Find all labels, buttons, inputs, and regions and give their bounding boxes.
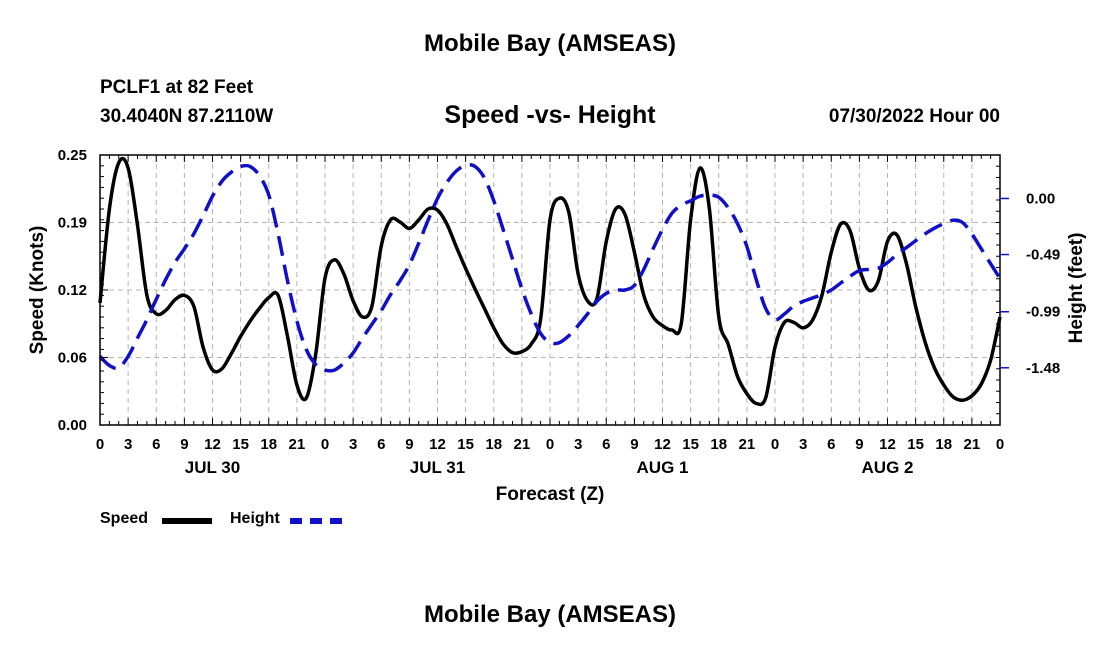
x-tick-label: 18 [485, 436, 502, 453]
y-tick-label-left: 0.19 [58, 215, 87, 232]
x-tick-label: 15 [457, 436, 474, 453]
date-label: JUL 30 [185, 458, 240, 477]
legend-height-swatch [290, 518, 342, 524]
axes [99, 154, 1009, 426]
station-label: PCLF1 at 82 Feet [100, 77, 254, 98]
x-axis-title: Forecast (Z) [496, 484, 605, 505]
y-tick-label-right: -0.49 [1026, 247, 1060, 264]
x-tick-label: 21 [514, 436, 531, 453]
x-tick-label: 0 [546, 436, 554, 453]
y-axis-title-left: Speed (Knots) [27, 226, 48, 355]
x-tick-label: 12 [429, 436, 446, 453]
x-tick-label: 12 [879, 436, 896, 453]
x-tick-label: 9 [630, 436, 638, 453]
grid-lines [100, 155, 1000, 425]
y-tick-label-left: 0.06 [58, 350, 87, 367]
y-tick-label-right: -0.99 [1026, 304, 1060, 321]
y-tick-label-left: 0.25 [58, 147, 87, 164]
x-tick-label: 6 [152, 436, 160, 453]
x-tick-label: 0 [771, 436, 779, 453]
date-label: JUL 31 [410, 458, 465, 477]
y-tick-label-right: -1.48 [1026, 360, 1060, 377]
x-tick-label: 18 [935, 436, 952, 453]
series-line-speed [98, 156, 1002, 407]
axis-labels: Forecast (Z) Speed (Knots) Height (feet)… [27, 147, 1087, 505]
y-tick-label-left: 0.00 [58, 417, 87, 434]
x-tick-label: 6 [602, 436, 610, 453]
x-tick-label: 21 [739, 436, 756, 453]
x-tick-label: 15 [232, 436, 249, 453]
x-tick-label: 6 [827, 436, 835, 453]
legend-speed-label: Speed [100, 510, 149, 527]
run-time-label: 07/30/2022 Hour 00 [828, 106, 1000, 127]
x-tick-label: 0 [996, 436, 1004, 453]
coordinates-label: 30.4040N 87.2110W [100, 106, 274, 127]
legend-speed-swatch [162, 518, 212, 524]
y-tick-label-right: 0.00 [1026, 190, 1055, 207]
x-tick-label: 9 [405, 436, 413, 453]
y-axis-title-right: Height (feet) [1066, 233, 1087, 344]
x-tick-label: 9 [180, 436, 188, 453]
x-tick-label: 15 [682, 436, 699, 453]
x-tick-label: 3 [124, 436, 132, 453]
x-tick-label: 6 [377, 436, 385, 453]
series-line-height [98, 162, 1002, 373]
x-tick-label: 18 [260, 436, 277, 453]
series-lines [98, 156, 1002, 407]
date-label: AUG 1 [637, 458, 689, 477]
x-tick-label: 15 [907, 436, 924, 453]
date-label: AUG 2 [862, 458, 914, 477]
x-tick-label: 3 [799, 436, 807, 453]
x-tick-label: 9 [855, 436, 863, 453]
x-tick-label: 21 [964, 436, 981, 453]
bottom-title: Mobile Bay (AMSEAS) [423, 601, 677, 628]
x-tick-label: 18 [710, 436, 727, 453]
y-tick-label-left: 0.12 [58, 282, 87, 299]
legend-height-label: Height [230, 510, 280, 527]
x-tick-label: 3 [574, 436, 582, 453]
x-tick-label: 12 [204, 436, 221, 453]
chart-title: Mobile Bay (AMSEAS) [423, 30, 677, 57]
x-tick-label: 21 [289, 436, 306, 453]
x-tick-label: 12 [654, 436, 671, 453]
x-tick-label: 3 [349, 436, 357, 453]
x-tick-label: 0 [96, 436, 104, 453]
x-tick-label: 0 [321, 436, 329, 453]
chart-subtitle: Speed -vs- Height [444, 101, 656, 129]
